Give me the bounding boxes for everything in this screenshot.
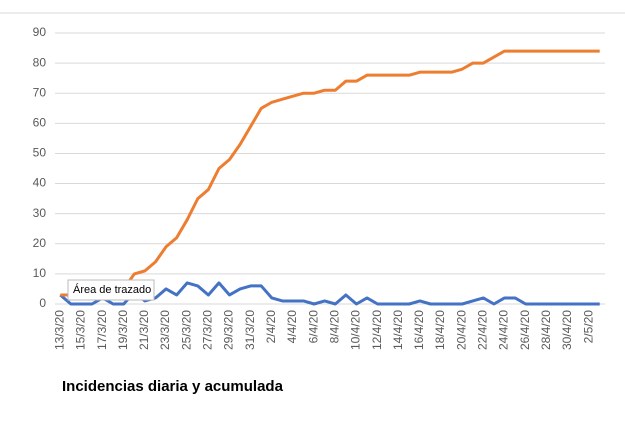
x-tick-label: 13/3/20	[52, 310, 66, 350]
x-tick-label: 17/3/20	[95, 310, 109, 350]
x-tick-label: 8/4/20	[327, 310, 341, 344]
x-tick-label: 18/4/20	[433, 310, 447, 350]
x-tick-label: 30/4/20	[560, 310, 574, 350]
x-tick-label: 28/4/20	[539, 310, 553, 350]
x-tick-label: 24/4/20	[497, 310, 511, 350]
series-line	[60, 49, 600, 297]
x-tick-label: 2/5/20	[581, 310, 595, 344]
x-tick-label: 31/3/20	[243, 310, 257, 350]
x-tick-label: 6/4/20	[306, 310, 320, 344]
x-tick-label: 2/4/20	[264, 310, 278, 344]
x-tick-label: 26/4/20	[518, 310, 532, 350]
y-tick-label: 50	[33, 146, 47, 160]
x-tick-label: 19/3/20	[116, 310, 130, 350]
y-tick-label: 60	[33, 116, 47, 130]
x-tick-label: 22/4/20	[476, 310, 490, 350]
y-tick-label: 80	[33, 55, 47, 69]
y-tick-label: 0	[39, 296, 46, 310]
x-tick-label: 25/3/20	[179, 310, 193, 350]
x-tick-label: 4/4/20	[285, 310, 299, 344]
y-tick-label: 40	[33, 176, 47, 190]
x-tick-label: 12/4/20	[370, 310, 384, 350]
y-tick-label: 20	[33, 236, 47, 250]
x-tick-label: 16/4/20	[412, 310, 426, 350]
x-tick-label: 20/4/20	[454, 310, 468, 350]
x-tick-label: 29/3/20	[222, 310, 236, 350]
chart-title: Incidencias diaria y acumulada	[62, 378, 284, 395]
x-tick-label: 10/4/20	[349, 310, 363, 350]
tooltip: Área de trazado	[73, 283, 151, 296]
x-tick-label: 21/3/20	[137, 310, 151, 350]
y-tick-label: 10	[33, 266, 47, 280]
x-tick-label: 15/3/20	[74, 310, 88, 350]
y-tick-label: 70	[33, 85, 47, 99]
tooltip-box	[67, 279, 155, 301]
x-tick-label: 27/3/20	[201, 310, 215, 350]
x-tick-label: 23/3/20	[158, 310, 172, 350]
y-tick-label: 90	[33, 25, 47, 39]
x-tick-label: 14/4/20	[391, 310, 405, 350]
y-tick-label: 30	[33, 206, 47, 220]
